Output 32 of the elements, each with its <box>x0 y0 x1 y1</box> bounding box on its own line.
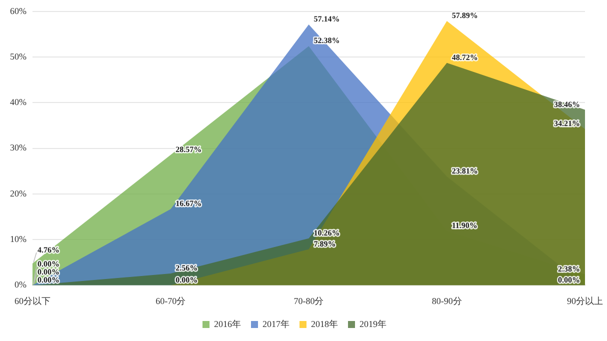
data-label: 0.00% <box>37 267 60 276</box>
x-tick-label: 90分以上 <box>567 296 603 306</box>
x-tick-label: 80-90分 <box>432 296 462 306</box>
data-label: 48.72% <box>452 52 478 62</box>
y-tick-label: 20% <box>10 188 27 198</box>
data-label: 16.67% <box>176 199 202 208</box>
data-label: 0.00% <box>558 275 580 284</box>
x-tick-label: 70-80分 <box>294 296 324 306</box>
data-label: 34.21% <box>554 119 580 128</box>
legend-label: 2018年 <box>311 318 338 329</box>
data-label: 0.00% <box>37 275 60 284</box>
y-tick-label: 40% <box>10 97 27 108</box>
y-tick-label: 0% <box>14 280 27 290</box>
data-label: 57.89% <box>452 11 478 20</box>
legend-label: 2017年 <box>262 318 290 329</box>
data-label: 2.38% <box>558 264 580 274</box>
legend-label: 2019年 <box>360 318 386 329</box>
data-label: 10.26% <box>314 228 340 238</box>
y-tick-label: 30% <box>10 142 27 153</box>
data-label: 11.90% <box>452 220 478 230</box>
data-label: 0.00% <box>176 275 198 284</box>
y-tick-label: 50% <box>10 51 27 62</box>
y-tick-label: 60% <box>10 6 27 16</box>
x-tick-label: 60-70分 <box>156 296 186 306</box>
legend-label: 2016年 <box>214 318 241 329</box>
x-tick-label: 60分以下 <box>14 296 50 306</box>
data-label: 28.57% <box>176 144 202 154</box>
data-label: 7.89% <box>314 239 336 248</box>
data-label: 0.00% <box>37 259 60 268</box>
y-tick-label: 10% <box>10 234 27 244</box>
data-label: 23.81% <box>452 166 478 176</box>
data-label: 57.14% <box>314 14 340 24</box>
